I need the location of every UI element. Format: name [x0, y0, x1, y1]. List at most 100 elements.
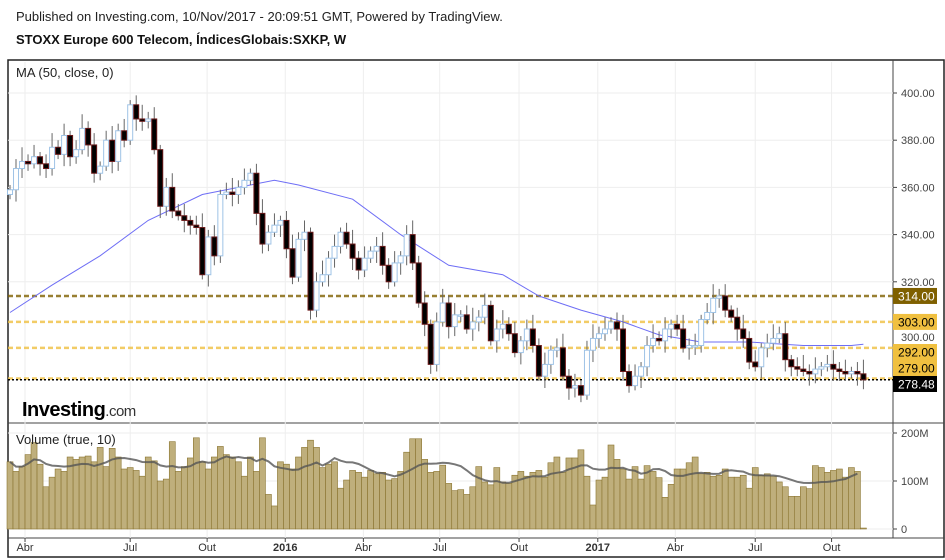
candle	[277, 215, 284, 237]
candle	[451, 303, 458, 337]
volume-bar	[661, 497, 669, 530]
candle	[121, 118, 128, 148]
candle-body	[505, 323, 512, 335]
volume-bar	[253, 471, 260, 530]
candle	[475, 310, 482, 332]
volume-bar	[211, 456, 218, 530]
candle-body	[523, 328, 530, 342]
volume-bar	[787, 496, 795, 530]
candle-body	[109, 139, 116, 162]
candle-body	[806, 370, 813, 375]
candle-body	[517, 340, 524, 354]
candle	[559, 333, 566, 381]
volume-bar	[601, 476, 609, 530]
candle	[349, 229, 356, 270]
candle-body	[668, 323, 675, 330]
candle-body	[307, 231, 314, 311]
candle-body	[331, 245, 338, 259]
candle	[25, 154, 32, 171]
volume-bar	[120, 468, 128, 530]
candle-body	[535, 345, 542, 377]
volume-bar	[493, 467, 501, 530]
volume-bar	[229, 456, 236, 530]
volume-bar	[361, 476, 368, 530]
candle	[668, 319, 675, 339]
candle	[205, 229, 212, 287]
candle-body	[824, 363, 831, 368]
volume-bar	[277, 461, 284, 530]
candle	[13, 159, 20, 202]
candle-body	[217, 193, 224, 257]
candle-body	[638, 366, 645, 377]
volume-bar	[745, 487, 753, 530]
level-label: 278.48	[898, 378, 935, 392]
volume-bar	[523, 475, 531, 530]
volume-bar	[769, 475, 777, 530]
volume-bar	[90, 461, 98, 530]
volume-bar	[223, 454, 230, 530]
level-label-bg	[893, 344, 937, 360]
candle	[253, 163, 260, 226]
candle	[626, 364, 633, 393]
volume-bar	[114, 456, 122, 530]
candle-body	[337, 231, 344, 247]
volume-bar	[577, 449, 585, 530]
volume-bar	[60, 471, 68, 530]
candle-body	[650, 337, 657, 347]
volume-bar	[673, 468, 681, 530]
volume-bar	[193, 437, 200, 530]
candle-body	[211, 236, 218, 257]
level-label-bg	[893, 313, 937, 330]
candle	[85, 121, 92, 157]
candle	[403, 225, 410, 266]
volume-bar	[391, 478, 398, 530]
candle	[187, 215, 194, 235]
candle	[601, 317, 608, 341]
candle	[836, 362, 843, 381]
candle	[151, 107, 158, 155]
volume-bar	[379, 472, 386, 530]
candle	[644, 336, 651, 377]
candle-body	[836, 368, 843, 372]
volume-bar	[439, 464, 447, 530]
volume-bar	[697, 473, 705, 530]
candle	[67, 130, 74, 167]
candle-body	[145, 118, 152, 122]
time-label: Abr	[667, 542, 684, 554]
volume-bar	[259, 437, 266, 530]
candle	[73, 140, 80, 164]
candle-body	[223, 191, 230, 195]
volume-bar	[625, 478, 633, 530]
price-tick-label: 380.00	[901, 135, 935, 147]
volume-bar	[703, 472, 711, 530]
candle-body	[427, 323, 434, 365]
candle	[169, 173, 176, 219]
volume-bar	[559, 472, 567, 530]
volume-bar	[331, 461, 338, 530]
candle	[229, 177, 236, 207]
volume-bar	[6, 461, 14, 530]
candle-body	[229, 191, 236, 195]
candle-body	[487, 304, 494, 342]
candle-body	[541, 363, 548, 377]
time-label: Out	[823, 542, 841, 554]
candle-body	[860, 373, 867, 381]
time-label: Jul	[433, 542, 447, 554]
candle	[511, 321, 518, 358]
candle-body	[583, 349, 590, 396]
candle	[505, 317, 512, 341]
volume-bar	[132, 470, 140, 530]
volume-tick-label: 200M	[901, 428, 929, 440]
candle	[31, 144, 38, 169]
symbol-title: STOXX Europe 600 Telecom, ÍndicesGlobais…	[16, 32, 347, 47]
volume-bar	[403, 451, 410, 530]
candle-body	[355, 257, 362, 271]
volume-bar	[812, 465, 819, 530]
level-label: 303.00	[898, 315, 935, 329]
volume-bar	[451, 490, 459, 530]
candle	[319, 260, 326, 287]
candle-body	[241, 179, 248, 188]
candle-body	[445, 302, 452, 328]
candle	[337, 227, 344, 254]
